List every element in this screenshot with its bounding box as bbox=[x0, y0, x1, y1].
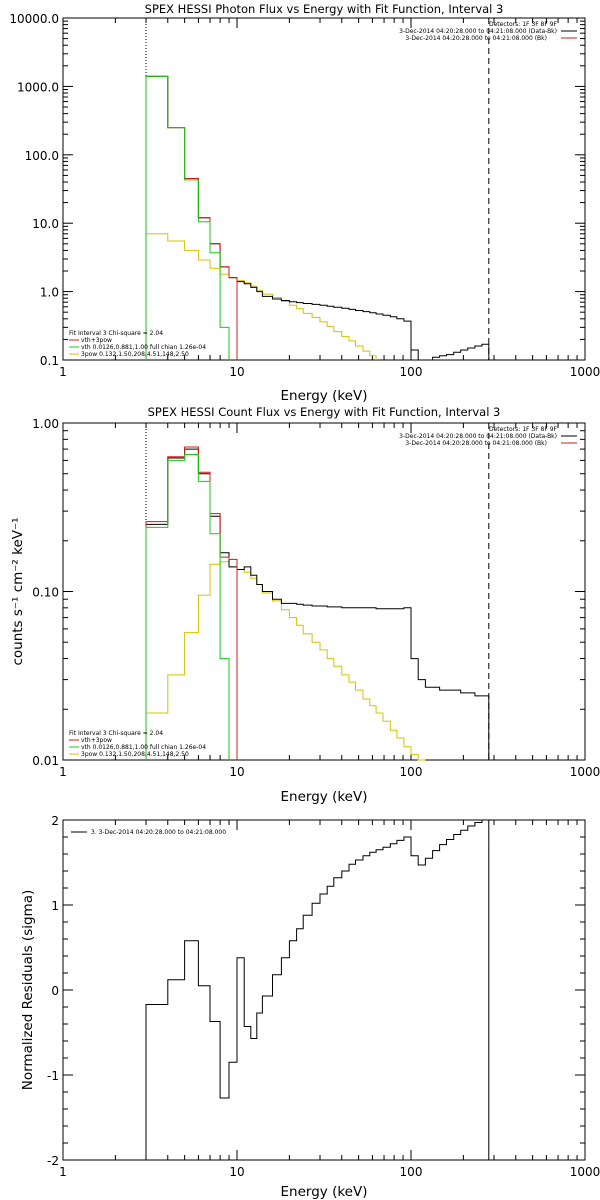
series-4-line bbox=[145, 233, 377, 360]
y-tick-label: 0 bbox=[51, 984, 59, 998]
x-tick-label: 1 bbox=[59, 365, 67, 379]
y-tick-label: 1000.0 bbox=[17, 80, 59, 94]
legend-entry-label: 3-Dec-2014 04:20:28.000 to 04:21:08.000 … bbox=[405, 35, 547, 42]
plot-frame bbox=[62, 819, 586, 1161]
legend-entry-label: 3. 3-Dec-2014 04:20:28.000 to 04:21:08.0… bbox=[91, 829, 226, 836]
x-tick-label: 1 bbox=[59, 765, 67, 779]
legend-top: Detectors: 1F 3F 8F 9F3-Dec-2014 04:20:2… bbox=[399, 426, 577, 447]
x-tick-label: 1 bbox=[59, 1165, 67, 1179]
series-1-line bbox=[145, 448, 490, 760]
y-tick-label: 1 bbox=[51, 899, 59, 913]
y-axis: -2 -1 0 1 2 bbox=[47, 814, 585, 1168]
y-tick-label: -2 bbox=[47, 1154, 59, 1168]
legend-top: 3. 3-Dec-2014 04:20:28.000 to 04:21:08.0… bbox=[71, 829, 226, 836]
x-axis: 1 10 100 1000 bbox=[59, 18, 600, 379]
y-tick-label: 1.00 bbox=[32, 417, 59, 431]
y-axis-label: counts s⁻¹ cm⁻² keV⁻¹ bbox=[10, 517, 26, 665]
legend-entry-label: vth+3pow bbox=[81, 737, 112, 744]
legend-bottom: Fit Interval 3 Chi-square = 2.04vth+3pow… bbox=[69, 330, 206, 358]
x-tick-label: 100 bbox=[400, 365, 423, 379]
series-3-line bbox=[145, 454, 230, 760]
y-tick-label: 0.1 bbox=[40, 354, 59, 368]
chart-title: SPEX HESSI Count Flux vs Energy with Fit… bbox=[148, 405, 501, 419]
y-tick-label: 1.0 bbox=[40, 286, 59, 300]
legend-entry-label: vth 0.0126,0.881,1.00 full chian 1.26e-0… bbox=[81, 744, 206, 751]
legend-entry-label: 3-Dec-2014 04:20:28.000 to 04:21:08.000 … bbox=[399, 433, 557, 440]
y-tick-label: 0.01 bbox=[32, 754, 59, 768]
x-tick-label: 100 bbox=[400, 765, 423, 779]
plot-frame bbox=[62, 17, 586, 361]
series-2-line bbox=[145, 75, 238, 360]
y-tick-label: 0.10 bbox=[32, 586, 59, 600]
x-tick-label: 1000 bbox=[570, 365, 600, 379]
series-1-line bbox=[145, 819, 490, 1160]
y-tick-label: 10000.0 bbox=[9, 12, 59, 26]
legend-top: Detectors: 1F 3F 8F 9F3-Dec-2014 04:20:2… bbox=[399, 21, 577, 42]
panel-1: SPEX HESSI Photon Flux vs Energy with Fi… bbox=[9, 2, 600, 404]
legend-header: Fit Interval 3 Chi-square = 2.04 bbox=[69, 730, 163, 737]
x-axis: 1 10 100 1000 bbox=[59, 820, 600, 1179]
legend-bottom: Fit Interval 3 Chi-square = 2.04vth+3pow… bbox=[69, 730, 206, 758]
y-axis: 0.01 0.10 1.00 bbox=[32, 417, 585, 768]
legend-entry-label: 3-Dec-2014 04:20:28.000 to 04:21:08.000 … bbox=[405, 440, 547, 447]
x-axis: 1 10 100 1000 bbox=[59, 423, 600, 779]
y-tick-label: 100.0 bbox=[25, 149, 59, 163]
chart-title: SPEX HESSI Photon Flux vs Energy with Fi… bbox=[145, 2, 504, 16]
y-axis-label: Normalized Residuals (sigma) bbox=[20, 890, 36, 1091]
x-tick-label: 10 bbox=[229, 1165, 244, 1179]
x-tick-label: 10 bbox=[229, 365, 244, 379]
legend-header: Fit Interval 3 Chi-square = 2.04 bbox=[69, 330, 163, 337]
y-tick-label: 10.0 bbox=[32, 217, 59, 231]
legend-entry-label: vth 0.0126,0.881,1.00 full chian 1.26e-0… bbox=[81, 344, 206, 351]
legend-entry-label: 3-Dec-2014 04:20:28.000 to 04:21:08.000 … bbox=[399, 28, 557, 35]
x-tick-label: 10 bbox=[229, 765, 244, 779]
x-tick-label: 1000 bbox=[570, 765, 600, 779]
series-3-line bbox=[145, 75, 230, 360]
series-4-line bbox=[145, 561, 426, 761]
y-tick-label: 2 bbox=[51, 814, 59, 828]
x-axis-label: Energy (keV) bbox=[281, 388, 368, 404]
x-axis-label: Energy (keV) bbox=[281, 789, 368, 805]
legend-entry-label: 3pow 0.132,1.50,208,4.51,148,2.50 bbox=[81, 751, 189, 758]
panel-3: 1 10 100 1000 Energy (keV) -2 -1 0 1 2 Normalized … bbox=[20, 814, 600, 1200]
plot-frame bbox=[62, 422, 586, 761]
legend-header: Detectors: 1F 3F 8F 9F bbox=[489, 426, 558, 433]
legend-entry-label: vth+3pow bbox=[81, 337, 112, 344]
legend-header: Detectors: 1F 3F 8F 9F bbox=[489, 21, 558, 28]
x-tick-label: 100 bbox=[400, 1165, 423, 1179]
x-axis-label: Energy (keV) bbox=[281, 1184, 368, 1200]
y-tick-label: -1 bbox=[47, 1069, 59, 1083]
legend-entry-label: 3pow 0.132,1.50,208,4.51,148,2.50 bbox=[81, 351, 189, 358]
panel-2: SPEX HESSI Count Flux vs Energy with Fit… bbox=[10, 405, 600, 805]
y-axis: 0.1 1.0 10.0 100.0 1000.0 10000.0 bbox=[9, 12, 585, 368]
x-tick-label: 1000 bbox=[570, 1165, 600, 1179]
